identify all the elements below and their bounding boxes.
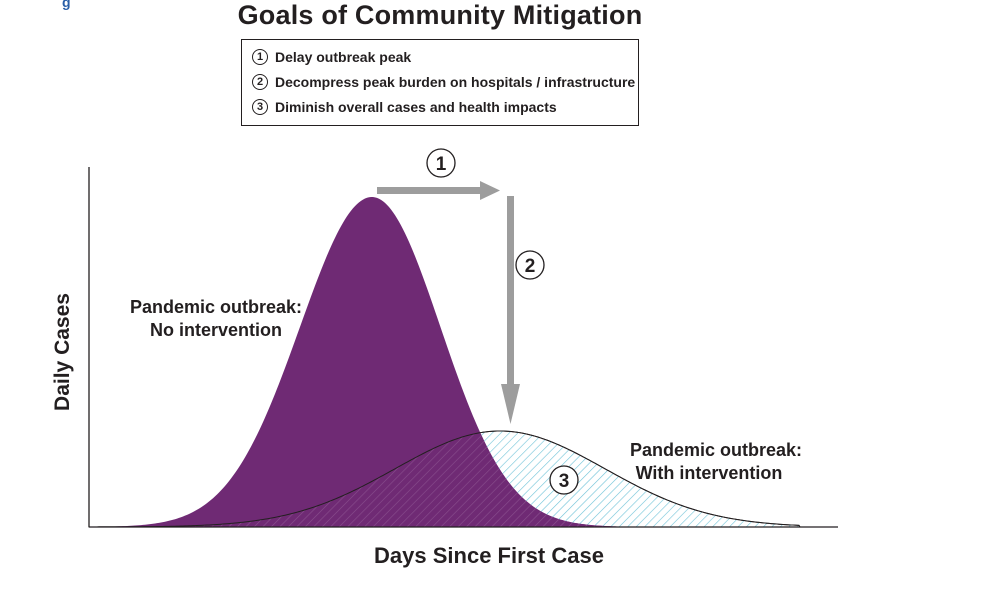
legend-text-3: Diminish overall cases and health impact… xyxy=(275,99,557,115)
x-axis-label: Days Since First Case xyxy=(374,543,604,568)
legend-number-1: 1 xyxy=(252,49,268,65)
corner-mark: g xyxy=(62,0,71,10)
marker-1-label: 1 xyxy=(436,154,447,175)
legend-number-2: 2 xyxy=(252,74,268,90)
curve-no-intervention xyxy=(89,197,660,527)
marker-3-label: 3 xyxy=(559,471,570,492)
legend-box: 1 Delay outbreak peak 2 Decompress peak … xyxy=(241,39,639,126)
decompress-arrow xyxy=(501,196,520,424)
no-intervention-label-line1: Pandemic outbreak: xyxy=(130,297,302,317)
marker-2-label: 2 xyxy=(525,256,536,277)
with-intervention-label-line2: With intervention xyxy=(636,463,783,483)
y-axis-label: Daily Cases xyxy=(51,293,74,411)
legend-item-2: 2 Decompress peak burden on hospitals / … xyxy=(252,72,635,92)
with-intervention-label-line1: Pandemic outbreak: xyxy=(630,440,802,460)
no-intervention-label-line2: No intervention xyxy=(150,320,282,340)
marker-1: 1 xyxy=(426,148,456,178)
marker-2: 2 xyxy=(515,250,545,280)
legend-item-3: 3 Diminish overall cases and health impa… xyxy=(252,97,557,117)
legend-text-2: Decompress peak burden on hospitals / in… xyxy=(275,74,636,90)
page-title: Goals of Community Mitigation xyxy=(237,0,643,30)
legend-text-1: Delay outbreak peak xyxy=(275,49,412,65)
delay-arrow xyxy=(377,181,500,200)
curve-with-intervention-outline xyxy=(88,430,801,528)
marker-3: 3 xyxy=(549,465,579,495)
legend-item-1: 1 Delay outbreak peak xyxy=(252,47,411,67)
legend-number-3: 3 xyxy=(252,99,268,115)
